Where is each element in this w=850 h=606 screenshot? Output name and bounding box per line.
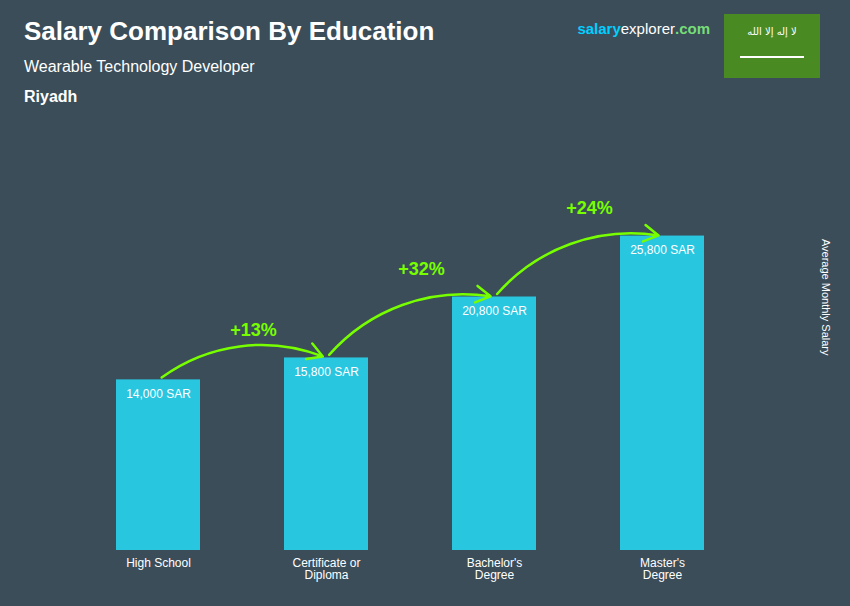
svg-text:Average Monthly Salary: Average Monthly Salary [820,239,832,356]
html-text:لا إله إلا الله: لا إله إلا الله [747,26,797,37]
svg-text:Master'sDegree: Master'sDegree [640,556,685,582]
svg-text:Bachelor'sDegree: Bachelor'sDegree [467,556,523,582]
svg-text:20,800 SAR: 20,800 SAR [462,304,527,318]
svg-text:Certificate orDiploma: Certificate orDiploma [292,556,360,582]
svg-text:High School: High School [126,556,191,570]
svg-text:+13%: +13% [230,320,277,340]
svg-text:14,000 SAR: 14,000 SAR [126,387,191,401]
html-text:Riyadh: Riyadh [24,88,78,105]
svg-text:25,800 SAR: 25,800 SAR [630,243,695,257]
html-text:Wearable Technology Developer: Wearable Technology Developer [24,58,255,75]
svg-text:15,800 SAR: 15,800 SAR [294,365,359,379]
html-text:salary explorer.com: salary explorer.com [577,20,710,37]
html-text:Salary Comparison By Education: Salary Comparison By Education [24,16,435,46]
svg-text:+32%: +32% [398,259,445,279]
svg-text:+24%: +24% [566,198,613,218]
